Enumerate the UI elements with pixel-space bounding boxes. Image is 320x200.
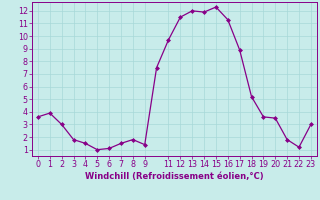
- X-axis label: Windchill (Refroidissement éolien,°C): Windchill (Refroidissement éolien,°C): [85, 172, 264, 181]
